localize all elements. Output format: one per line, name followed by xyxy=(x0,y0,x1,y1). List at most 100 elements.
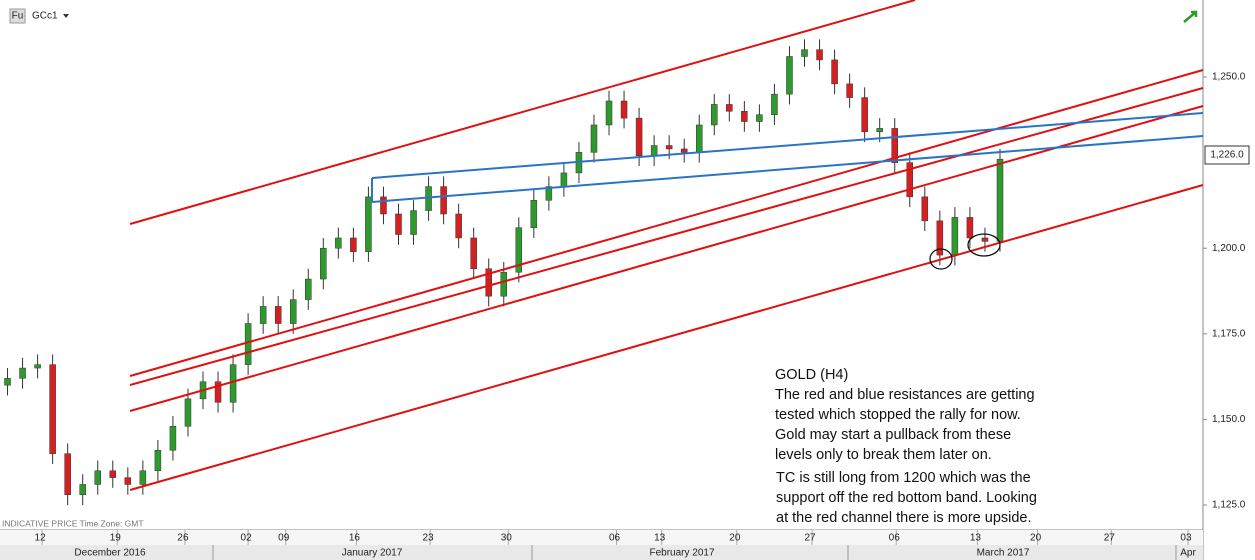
candle-body xyxy=(4,378,11,386)
candle-body xyxy=(906,162,914,198)
candle-body xyxy=(109,470,117,478)
badge[interactable] xyxy=(9,8,26,24)
badge-text: Fu xyxy=(12,11,24,22)
candle-body xyxy=(665,145,673,150)
instrument[interactable]: GCc1 xyxy=(32,11,58,22)
candle-body xyxy=(756,114,763,122)
candle-body xyxy=(455,213,462,239)
month-row xyxy=(0,545,1203,560)
annotation-line: tested which stopped the rally for now. xyxy=(775,407,1021,423)
candle-body xyxy=(34,364,41,369)
month-label: Apr xyxy=(1180,548,1196,559)
candle-body xyxy=(635,117,643,157)
candle-body xyxy=(966,217,974,239)
candle-body xyxy=(981,237,989,242)
trend-line xyxy=(371,112,1204,179)
candle-body xyxy=(380,196,387,215)
candle-body xyxy=(846,83,853,98)
y-tick-label: 1,200.0 xyxy=(1212,243,1246,254)
candle-body xyxy=(771,93,778,115)
candle-body xyxy=(365,196,372,252)
candle-body xyxy=(650,145,658,157)
annotation: GOLD (H4) The red and blue resistances ar… xyxy=(775,367,1037,526)
y-tick-label: 1,125.0 xyxy=(1212,500,1246,511)
x-tick-label: 16 xyxy=(349,533,361,544)
trend-line xyxy=(371,135,1204,203)
red-channel xyxy=(129,0,1204,491)
candle-body xyxy=(410,210,417,235)
annotation-line: support off the red bottom band. Looking xyxy=(776,490,1037,506)
candle-body xyxy=(936,220,944,256)
x-tick-label: 30 xyxy=(501,533,513,544)
candle-body xyxy=(786,56,793,95)
circle-mark xyxy=(967,233,1001,257)
candle-body xyxy=(831,59,838,85)
candle-body xyxy=(19,367,26,379)
month-label: March 2017 xyxy=(977,548,1030,559)
candle-body xyxy=(244,323,252,365)
candle-body xyxy=(726,104,733,112)
x-tick-label: 06 xyxy=(889,533,901,544)
x-tick-label: 13 xyxy=(970,533,982,544)
plot xyxy=(4,39,1004,506)
y-tick-label: 1,175.0 xyxy=(1212,328,1246,339)
candle-body xyxy=(335,237,342,249)
x-tick-label: 26 xyxy=(177,533,189,544)
candle-body xyxy=(500,271,508,297)
annotation-line: TC is still long from 1200 which was the xyxy=(776,470,1031,486)
x-tick-label: 23 xyxy=(423,533,435,544)
candle-body xyxy=(485,268,492,297)
x-tick-label: 09 xyxy=(278,533,290,544)
candle-body xyxy=(305,278,312,300)
candle-body xyxy=(350,237,357,252)
candle-body xyxy=(169,426,177,451)
candle-body xyxy=(274,306,282,324)
y-tick-label: 1,150.0 xyxy=(1212,414,1246,425)
candle-body xyxy=(891,128,898,163)
x-tick-label: 02 xyxy=(241,533,253,544)
x-tick-label: 13 xyxy=(654,533,666,544)
annotation-line: at the red channel there is more upside. xyxy=(776,510,1032,526)
annotation-line: The red and blue resistances are getting xyxy=(775,387,1035,403)
candle-body xyxy=(229,364,237,403)
price-tag-text: 1,226.0 xyxy=(1210,150,1244,161)
candle-body xyxy=(184,398,192,427)
month-label: January 2017 xyxy=(342,548,403,559)
trend-line xyxy=(129,69,1204,377)
candle-body xyxy=(154,449,162,472)
dropdown-arrow[interactable] xyxy=(63,14,69,18)
x-tick-label: 27 xyxy=(804,533,816,544)
candle-body xyxy=(816,49,823,61)
candle-body xyxy=(996,158,1004,242)
candle-body xyxy=(440,186,447,215)
candle-body xyxy=(214,381,222,403)
trend-line xyxy=(129,105,1204,412)
candle-body xyxy=(320,247,327,280)
trend-line xyxy=(129,184,1204,491)
month-label: December 2016 xyxy=(74,548,146,559)
candle-body xyxy=(951,217,959,256)
candle-body xyxy=(139,470,147,485)
date-row xyxy=(0,530,1203,545)
candle-body xyxy=(560,172,568,187)
annotation-line: Gold may start a pullback from these xyxy=(775,427,1011,443)
x-tick-label: 20 xyxy=(1030,533,1042,544)
candle-body xyxy=(94,470,101,485)
candle-body xyxy=(861,97,868,133)
candle-body xyxy=(79,484,86,495)
annotation-line: levels only to break them later on. xyxy=(775,447,992,463)
candle-body xyxy=(695,124,703,153)
price-tag xyxy=(1204,145,1250,165)
candle-body xyxy=(64,453,71,495)
month-label: February 2017 xyxy=(649,548,714,559)
candle-body xyxy=(620,100,628,119)
x-tick-label: 20 xyxy=(729,533,741,544)
candle-body xyxy=(741,111,748,122)
candle-body xyxy=(49,364,56,454)
candle-body xyxy=(530,200,538,228)
candle-body xyxy=(515,227,523,273)
x-tick-label: 06 xyxy=(609,533,621,544)
trend-line xyxy=(129,0,916,225)
